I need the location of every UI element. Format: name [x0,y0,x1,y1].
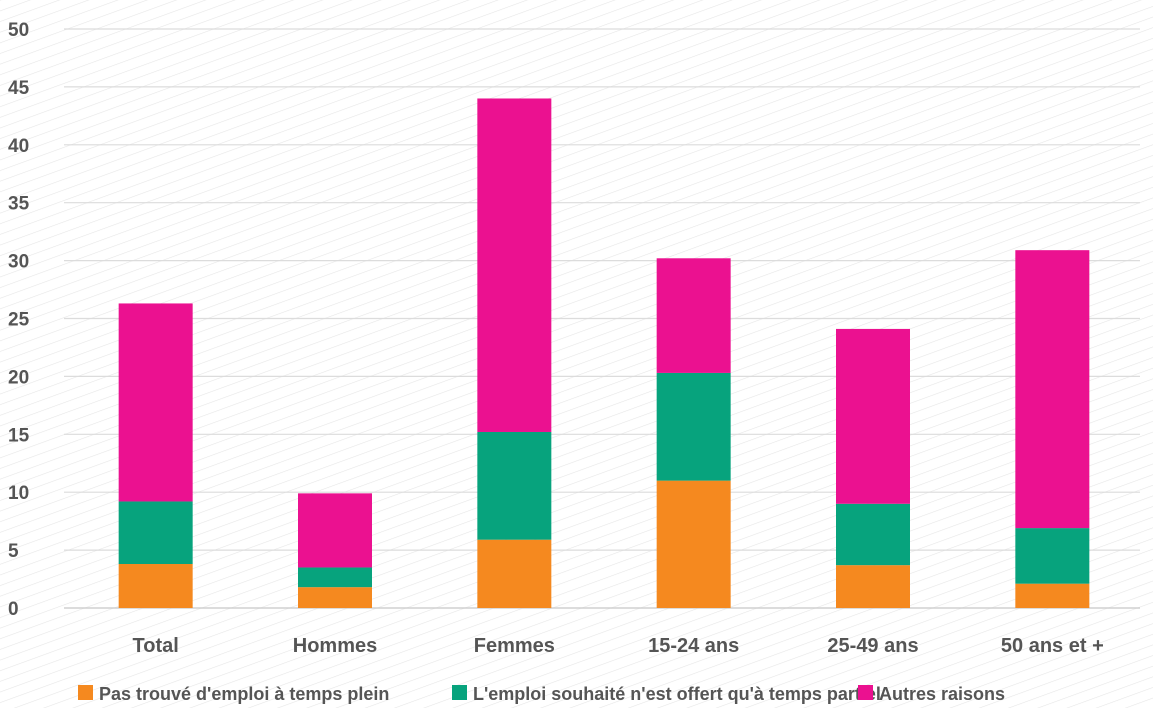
bar-segment [298,587,372,608]
y-axis-tick-labels: 0 5 10 15 20 25 30 35 40 45 50 [8,20,30,620]
bar-segment [477,98,552,432]
bar-stack [656,258,731,608]
bar-segment [477,431,552,540]
y-tick-label: 40 [8,136,29,157]
y-tick-label: 30 [8,252,29,273]
x-category-label: Hommes [293,635,377,657]
bar-stack [1015,250,1090,608]
y-tick-label: 35 [8,194,30,215]
y-tick-label: 50 [8,20,29,41]
y-tick-label: 20 [8,367,29,388]
y-tick-label: 15 [8,425,30,446]
bar-segment [118,303,193,502]
gridlines [64,28,1140,609]
bar-segment [298,567,372,588]
legend-entry: L'emploi souhaité n'est offert qu'à temp… [452,684,881,704]
legend: Pas trouvé d'emploi à temps plein L'emplo… [78,684,1005,704]
y-tick-label: 25 [8,310,30,331]
y-tick-label: 45 [8,78,30,99]
bar-stack [836,328,910,608]
bar-stack [298,493,372,608]
bar-segment [836,328,910,504]
bar-segment [656,480,731,608]
legend-entry: Pas trouvé d'emploi à temps plein [78,684,389,704]
bar-segment [656,372,731,481]
legend-entry: Autres raisons [858,684,1005,704]
legend-swatch [452,685,467,700]
bar-segment [836,565,910,608]
bar-segment [1015,528,1090,584]
legend-label: Pas trouvé d'emploi à temps plein [99,684,389,704]
x-category-label: Femmes [474,635,555,657]
bar-segment [1015,583,1090,608]
bar-segment [477,539,552,608]
bar-segment [836,503,910,566]
y-tick-label: 0 [8,599,19,620]
bars [118,98,1090,608]
y-tick-label: 10 [8,483,29,504]
x-axis-category-labels: Total Hommes Femmes 15-24 ans 25-49 ans 50 an… [133,635,1104,657]
x-category-label: Total [133,635,179,657]
y-tick-label: 5 [8,541,19,562]
x-category-label: 25-49 ans [827,635,918,657]
legend-swatch [858,685,873,700]
legend-label: L'emploi souhaité n'est offert qu'à temp… [473,684,881,704]
bar-segment [1015,250,1090,529]
x-category-label: 50 ans et + [1001,635,1104,657]
x-category-label: 15-24 ans [648,635,739,657]
bar-segment [118,563,193,608]
legend-swatch [78,685,93,700]
legend-label: Autres raisons [879,684,1005,704]
bar-stack [118,303,193,608]
bar-segment [656,258,731,373]
bar-segment [298,493,372,568]
bar-stack [477,98,552,608]
bar-segment [118,501,193,564]
